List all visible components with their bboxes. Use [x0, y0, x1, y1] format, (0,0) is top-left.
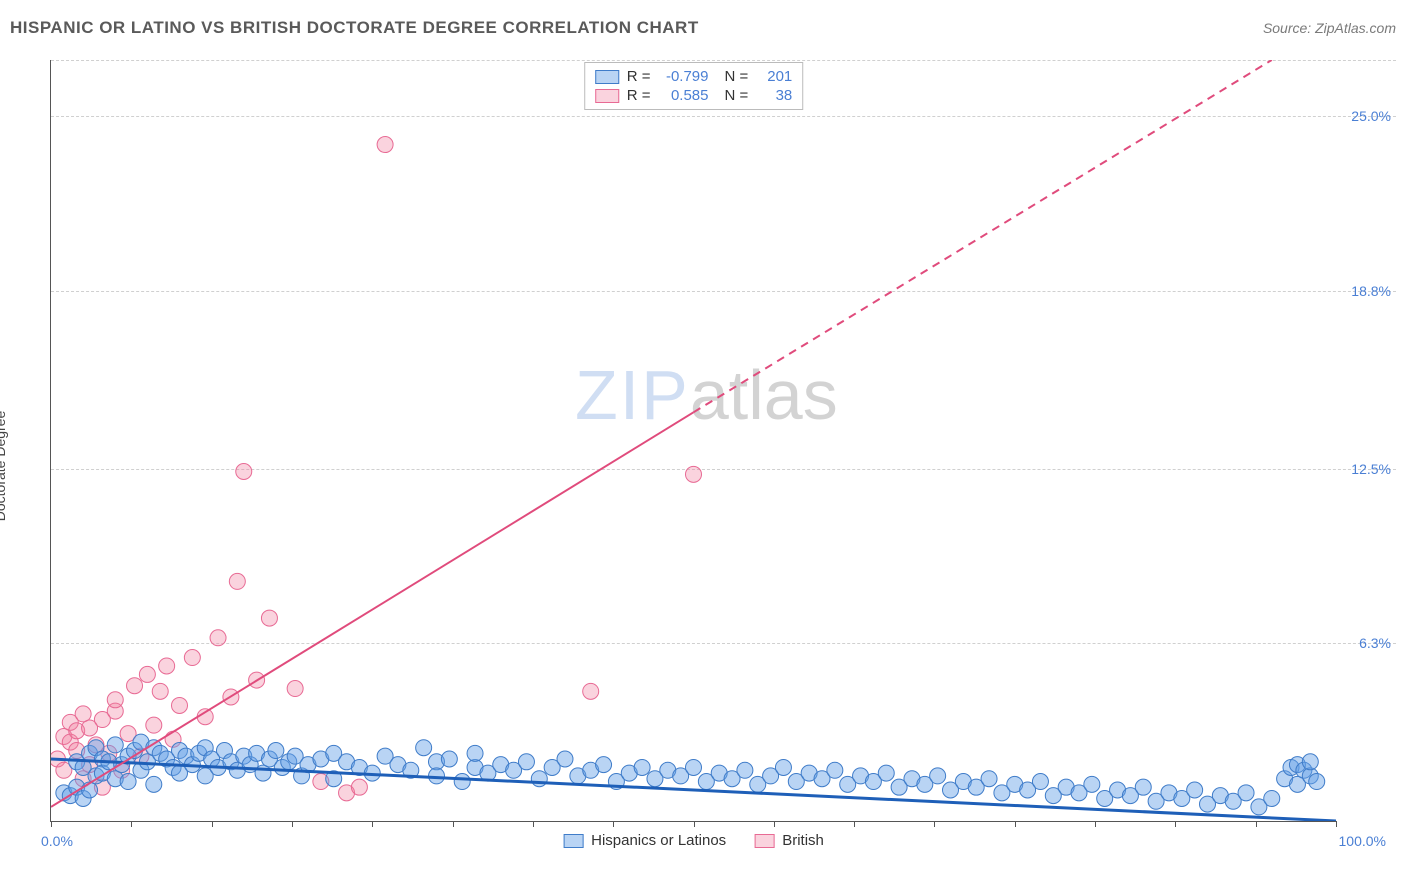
scatter-point-blue — [518, 754, 534, 770]
scatter-point-blue — [878, 765, 894, 781]
scatter-point-blue — [1238, 785, 1254, 801]
bottom-label-pink: British — [782, 832, 824, 849]
x-tick — [212, 821, 213, 827]
scatter-point-blue — [930, 768, 946, 784]
scatter-point-pink — [139, 666, 155, 682]
scatter-point-pink — [75, 706, 91, 722]
scatter-point-pink — [229, 573, 245, 589]
scatter-point-pink — [377, 137, 393, 153]
x-tick — [1095, 821, 1096, 827]
scatter-point-blue — [1309, 774, 1325, 790]
y-tick-label: 12.5% — [1351, 461, 1391, 477]
stats-legend-row-blue: R = -0.799 N = 201 — [595, 67, 793, 86]
trend-line-pink-dashed — [694, 60, 1272, 412]
scatter-point-pink — [159, 658, 175, 674]
x-tick — [453, 821, 454, 827]
scatter-point-pink — [236, 464, 252, 480]
scatter-point-blue — [1084, 776, 1100, 792]
scatter-point-blue — [775, 759, 791, 775]
plot-area: ZIPatlas R = -0.799 N = 201 R = 0.585 N … — [50, 60, 1336, 822]
scatter-point-pink — [686, 466, 702, 482]
n-label-pink: N = — [725, 87, 749, 104]
bottom-legend: Hispanics or Latinos British — [563, 832, 824, 849]
x-tick — [533, 821, 534, 827]
trend-line-pink-solid — [51, 412, 694, 807]
y-tick-label: 25.0% — [1351, 108, 1391, 124]
y-tick-label: 6.3% — [1359, 635, 1391, 651]
scatter-point-blue — [467, 745, 483, 761]
scatter-point-blue — [737, 762, 753, 778]
chart-title: HISPANIC OR LATINO VS BRITISH DOCTORATE … — [10, 18, 699, 38]
x-tick — [372, 821, 373, 827]
scatter-point-pink — [351, 779, 367, 795]
r-value-pink: 0.585 — [659, 87, 709, 104]
bottom-swatch-blue — [563, 834, 583, 848]
bottom-legend-pink: British — [754, 832, 824, 849]
scatter-point-blue — [268, 743, 284, 759]
scatter-point-blue — [441, 751, 457, 767]
y-tick-label: 18.8% — [1351, 283, 1391, 299]
x-tick — [1015, 821, 1016, 827]
scatter-point-blue — [634, 759, 650, 775]
scatter-point-blue — [557, 751, 573, 767]
scatter-point-blue — [981, 771, 997, 787]
legend-swatch-pink — [595, 89, 619, 103]
x-tick — [51, 821, 52, 827]
scatter-point-blue — [827, 762, 843, 778]
x-tick — [1175, 821, 1176, 827]
x-axis-min-label: 0.0% — [41, 833, 73, 849]
y-axis-label: Doctorate Degree — [0, 411, 8, 522]
scatter-point-blue — [686, 759, 702, 775]
scatter-point-blue — [146, 776, 162, 792]
n-label-blue: N = — [725, 68, 749, 85]
scatter-point-pink — [127, 678, 143, 694]
scatter-point-blue — [120, 774, 136, 790]
n-value-blue: 201 — [756, 68, 792, 85]
stats-legend: R = -0.799 N = 201 R = 0.585 N = 38 — [584, 62, 804, 110]
x-tick — [613, 821, 614, 827]
scatter-point-pink — [583, 683, 599, 699]
x-tick — [854, 821, 855, 827]
plot-svg — [51, 60, 1336, 821]
x-axis-max-label: 100.0% — [1339, 833, 1386, 849]
scatter-point-blue — [416, 740, 432, 756]
x-tick — [694, 821, 695, 827]
scatter-point-blue — [1032, 774, 1048, 790]
stats-legend-row-pink: R = 0.585 N = 38 — [595, 86, 793, 105]
scatter-point-blue — [454, 774, 470, 790]
scatter-point-pink — [287, 681, 303, 697]
bottom-swatch-pink — [754, 834, 774, 848]
scatter-point-blue — [1135, 779, 1151, 795]
bottom-legend-blue: Hispanics or Latinos — [563, 832, 726, 849]
scatter-point-blue — [1264, 790, 1280, 806]
scatter-point-pink — [210, 630, 226, 646]
x-tick — [774, 821, 775, 827]
scatter-point-pink — [152, 683, 168, 699]
x-tick — [1336, 821, 1337, 827]
x-tick — [934, 821, 935, 827]
scatter-point-pink — [261, 610, 277, 626]
scatter-point-blue — [1302, 754, 1318, 770]
r-label-pink: R = — [627, 87, 651, 104]
x-tick — [1256, 821, 1257, 827]
n-value-pink: 38 — [756, 87, 792, 104]
chart-source: Source: ZipAtlas.com — [1263, 20, 1396, 36]
scatter-point-pink — [146, 717, 162, 733]
bottom-label-blue: Hispanics or Latinos — [591, 832, 726, 849]
scatter-point-blue — [596, 757, 612, 773]
scatter-point-blue — [1187, 782, 1203, 798]
chart-wrapper: Doctorate Degree ZIPatlas R = -0.799 N =… — [10, 60, 1396, 872]
x-tick — [131, 821, 132, 827]
r-label-blue: R = — [627, 68, 651, 85]
scatter-point-pink — [107, 692, 123, 708]
scatter-point-pink — [172, 697, 188, 713]
scatter-point-blue — [107, 737, 123, 753]
x-tick — [292, 821, 293, 827]
scatter-point-pink — [184, 650, 200, 666]
r-value-blue: -0.799 — [659, 68, 709, 85]
legend-swatch-blue — [595, 70, 619, 84]
